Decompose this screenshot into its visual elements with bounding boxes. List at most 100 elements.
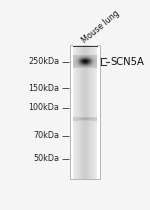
Bar [88,62,89,63]
Bar [82,65,83,66]
Bar [80,59,81,60]
Bar [91,55,92,56]
Bar [86,59,87,60]
Bar [78,58,79,59]
Bar [91,118,92,119]
Bar [91,117,92,118]
Bar [89,56,90,57]
Bar [81,119,82,120]
Bar [91,64,92,65]
Bar [95,65,96,66]
Bar [75,57,76,58]
Bar [87,58,88,59]
Bar [80,55,81,56]
Bar [89,65,90,66]
Bar [82,58,83,59]
Bar [86,60,87,61]
Bar [78,64,79,65]
Bar [77,59,78,60]
Bar [89,65,90,66]
Bar [78,56,79,57]
Bar [94,64,95,65]
Bar [90,60,91,61]
Bar [77,45,78,179]
Bar [82,61,83,62]
Bar [81,55,82,56]
Bar [80,56,81,57]
Bar [80,57,81,58]
Bar [90,56,91,57]
Bar [84,66,85,67]
Bar [78,66,79,67]
Bar [89,55,90,56]
Bar [74,56,75,57]
Bar [92,65,93,66]
Bar [82,60,83,61]
Bar [96,66,97,67]
Bar [92,56,93,57]
Bar [84,63,85,64]
Bar [84,119,85,120]
Text: 100kDa: 100kDa [28,103,59,112]
Bar [87,55,88,56]
Bar [93,64,94,65]
Bar [88,58,89,59]
Bar [90,45,91,179]
Bar [74,118,75,119]
Bar [80,64,81,65]
Bar [96,55,97,56]
Bar [77,65,78,66]
Bar [81,62,82,63]
Bar [84,120,85,121]
Bar [84,59,85,60]
Bar [74,61,75,62]
Bar [82,61,83,62]
Bar [85,117,86,118]
Bar [85,56,86,57]
Bar [86,119,87,120]
Bar [86,58,87,59]
Bar [76,45,77,179]
Bar [89,45,90,179]
Bar [94,56,95,57]
Bar [87,117,88,118]
Bar [78,59,79,60]
Bar [85,58,86,59]
Bar [89,118,90,119]
Bar [91,56,92,57]
Bar [83,117,84,118]
Bar [94,119,95,120]
Bar [78,58,79,59]
Bar [86,57,87,58]
Bar [91,62,92,63]
Bar [86,59,87,60]
Bar [94,60,95,61]
Bar [86,117,87,118]
Bar [95,56,96,57]
Bar [86,120,87,121]
Bar [86,64,87,65]
Bar [80,60,81,61]
Bar [85,59,86,60]
Bar [96,58,97,59]
Bar [77,62,78,63]
Bar [77,61,78,62]
Bar [96,120,97,121]
Bar [92,62,93,63]
Bar [85,57,86,58]
Bar [78,60,79,61]
Bar [90,119,91,120]
Bar [76,119,77,120]
Bar [73,62,74,63]
Bar [81,63,82,64]
Bar [87,59,88,60]
Bar [94,67,95,68]
Bar [92,61,93,62]
Bar [83,59,84,60]
Bar [84,58,85,59]
Bar [80,58,81,59]
Bar [83,118,84,119]
Bar [84,61,85,62]
Bar [92,64,93,65]
Bar [86,64,87,65]
